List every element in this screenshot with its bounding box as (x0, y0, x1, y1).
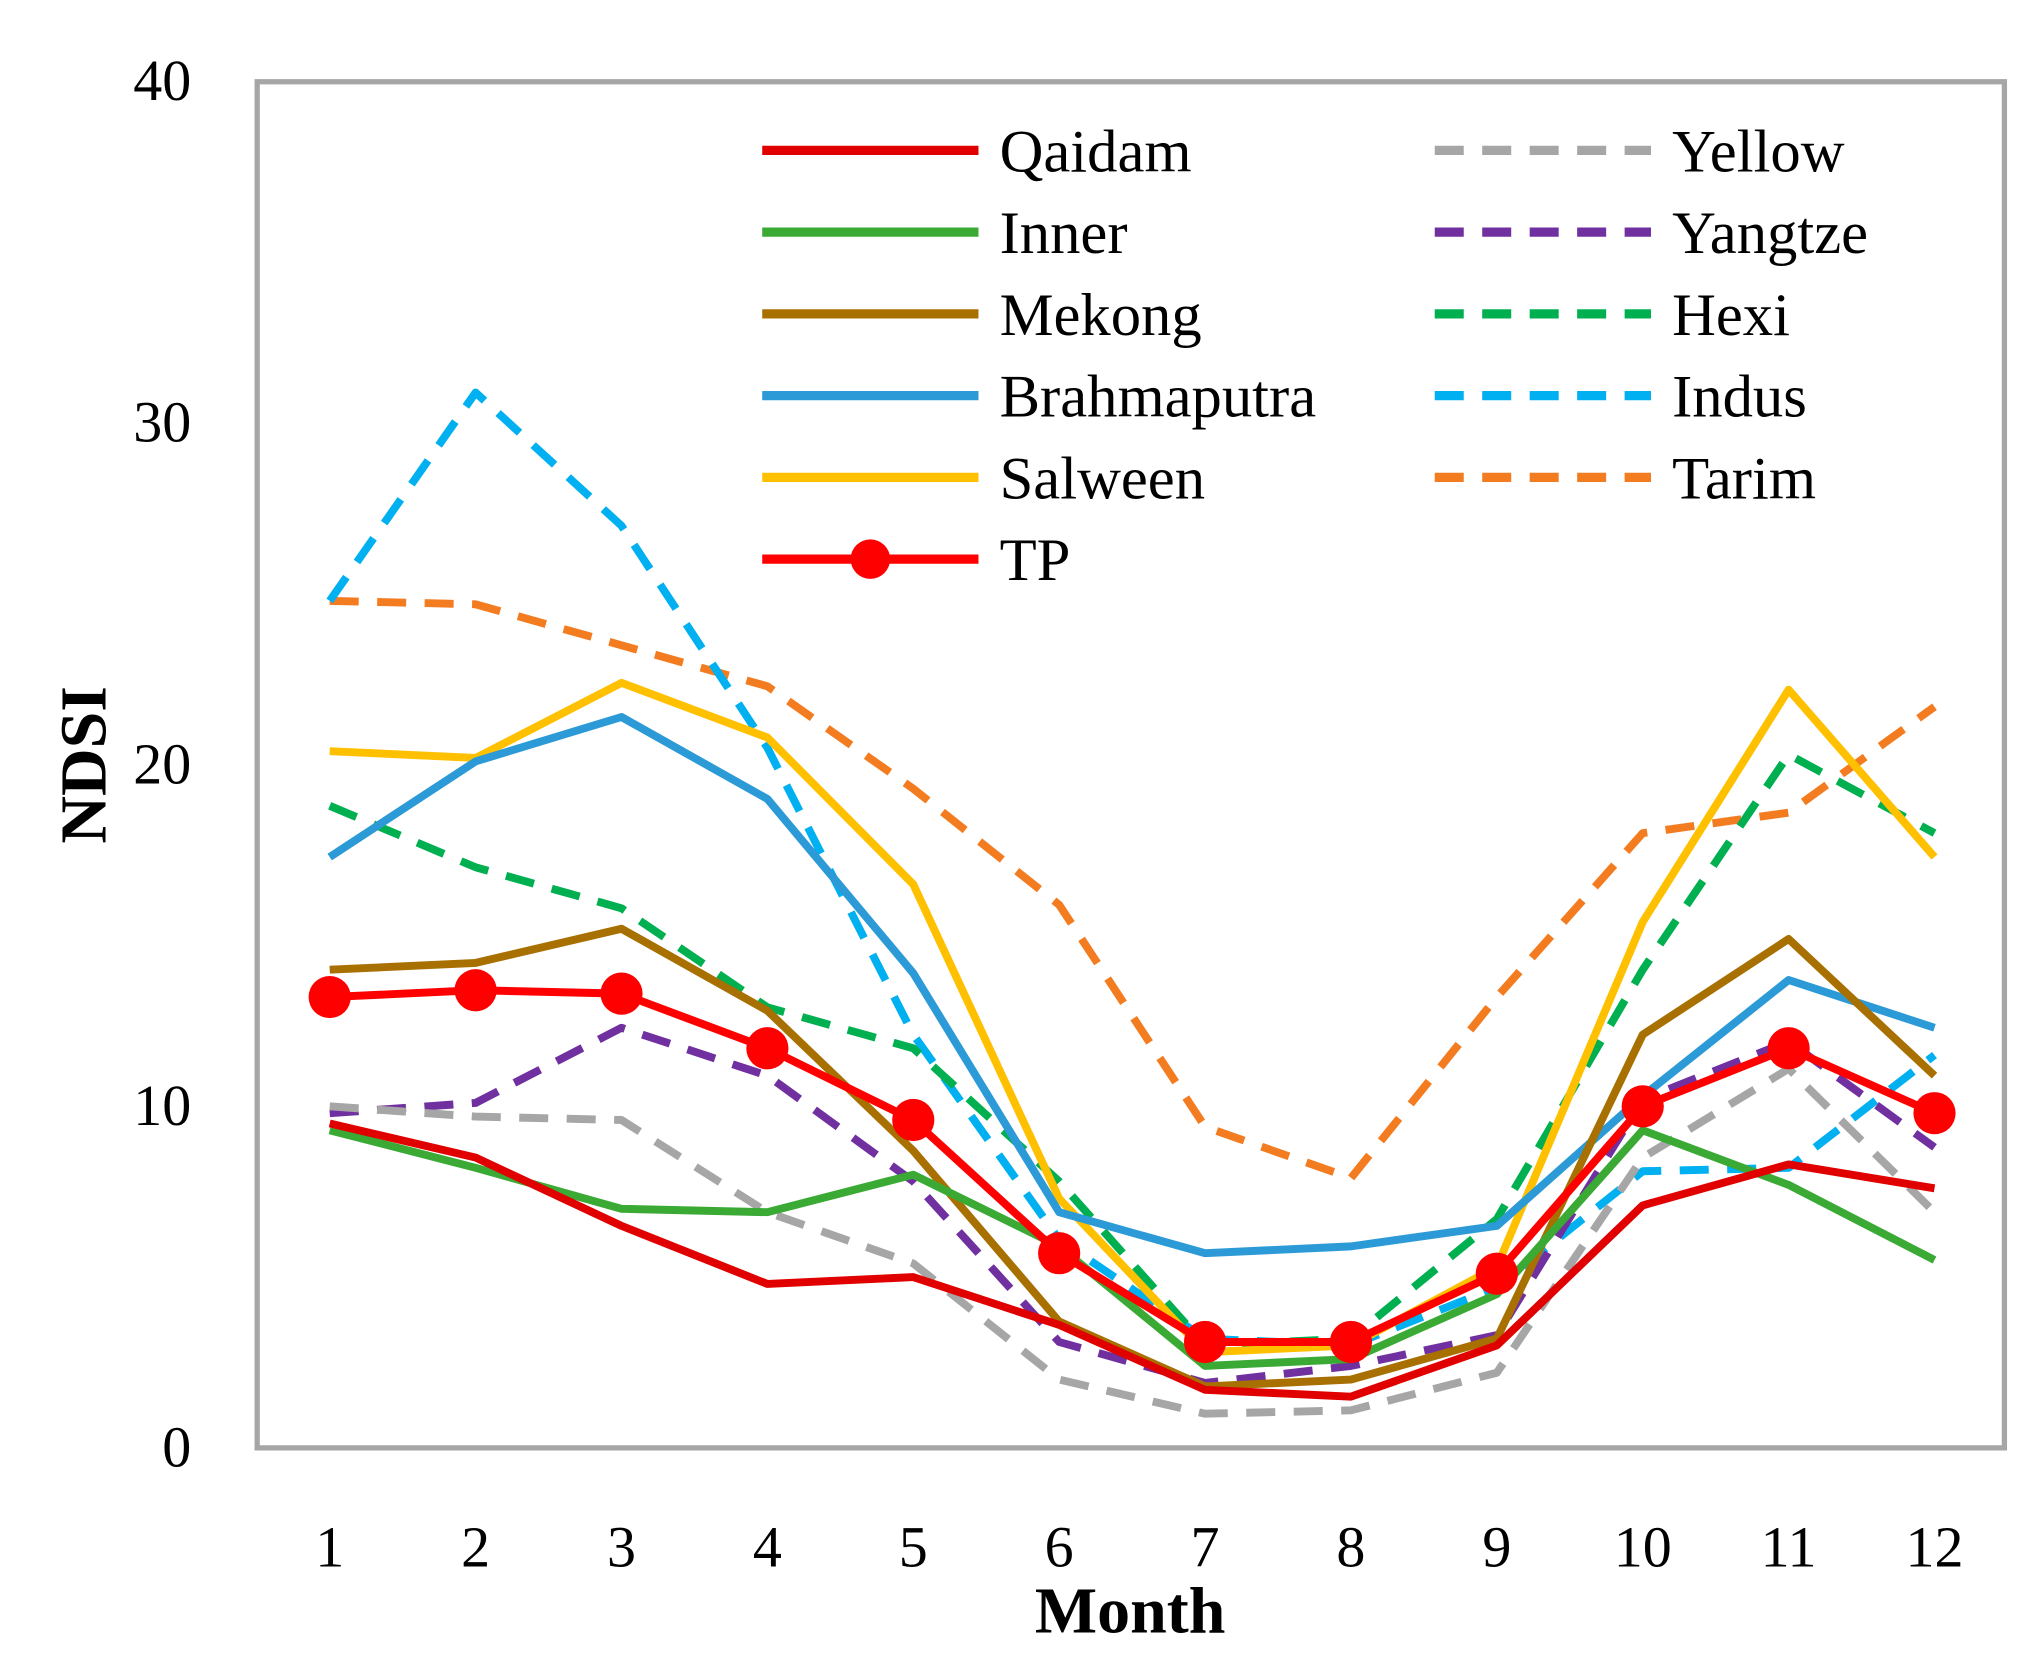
legend-label-yangtze: Yangtze (1672, 200, 1868, 267)
x-tick-label: 8 (1336, 1515, 1365, 1580)
y-axis-ticks: 0 10 20 30 40 (133, 48, 191, 1479)
legend-label-mekong: Mekong (1000, 282, 1202, 349)
legend-marker-tp (850, 539, 891, 579)
plot-frame (254, 79, 2008, 1451)
data-point-tp (1621, 1085, 1664, 1128)
series-line-tarim (329, 596, 1937, 1183)
legend-label-hexi: Hexi (1672, 282, 1790, 349)
x-tick-label: 3 (607, 1515, 636, 1580)
legend-label-tarim: Tarim (1672, 445, 1816, 512)
x-axis-title: Month (1035, 1574, 1225, 1647)
data-point-tp (1329, 1320, 1373, 1364)
x-tick-label: 5 (899, 1515, 928, 1580)
series-line-tp (329, 986, 1937, 1346)
data-point-tp (1038, 1232, 1081, 1275)
y-tick-label: 30 (133, 390, 191, 455)
x-tick-label: 11 (1761, 1515, 1817, 1580)
data-point-tp (1913, 1092, 1956, 1135)
x-tick-label: 7 (1191, 1515, 1220, 1580)
series-line-inner (328, 1126, 1937, 1370)
data-point-tp (308, 975, 351, 1019)
y-tick-label: 40 (133, 48, 191, 113)
data-point-tp (454, 969, 497, 1012)
legend: Qaidam Yellow Inner Yangtze Mekong Hexi Brahma… (762, 118, 1868, 594)
x-tick-label: 9 (1482, 1515, 1511, 1580)
series-line-hexi (328, 750, 1937, 1350)
series-line-salween (329, 678, 1938, 1357)
x-tick-label: 6 (1045, 1515, 1074, 1580)
legend-label-indus: Indus (1672, 364, 1807, 431)
data-point-tp (746, 1027, 789, 1070)
x-tick-label: 1 (315, 1515, 344, 1580)
x-tick-label: 10 (1614, 1515, 1672, 1580)
legend-label-tp: TP (1000, 527, 1071, 594)
x-axis-ticks: 1 2 3 4 5 6 7 8 9 10 11 12 (315, 1515, 1963, 1580)
data-point-tp (600, 972, 643, 1015)
legend-label-brahmaputra: Brahmaputra (1000, 364, 1317, 431)
data-point-tp (1767, 1027, 1810, 1070)
data-point-tp (1183, 1320, 1227, 1364)
x-tick-label: 2 (461, 1515, 490, 1580)
y-tick-label: 0 (162, 1414, 191, 1479)
y-axis-title: NDSI (48, 686, 121, 844)
x-tick-label: 4 (753, 1515, 782, 1580)
x-tick-label: 12 (1905, 1515, 1963, 1580)
legend-label-salween: Salween (1000, 445, 1205, 512)
legend-label-inner: Inner (1000, 200, 1128, 267)
series-line-mekong (329, 924, 1938, 1391)
data-point-tp (892, 1098, 935, 1142)
series-line-brahmaputra (327, 713, 1936, 1258)
y-tick-label: 20 (133, 731, 191, 796)
series-line-indus (326, 388, 1937, 1350)
data-point-tp (1475, 1252, 1518, 1295)
y-tick-label: 10 (133, 1073, 191, 1138)
legend-label-yellow: Yellow (1672, 118, 1845, 185)
series-line-qaidam (328, 1119, 1936, 1401)
series-line-yellow (329, 1064, 1938, 1418)
legend-label-qaidam: Qaidam (1000, 118, 1192, 185)
series-lines (308, 388, 1956, 1418)
